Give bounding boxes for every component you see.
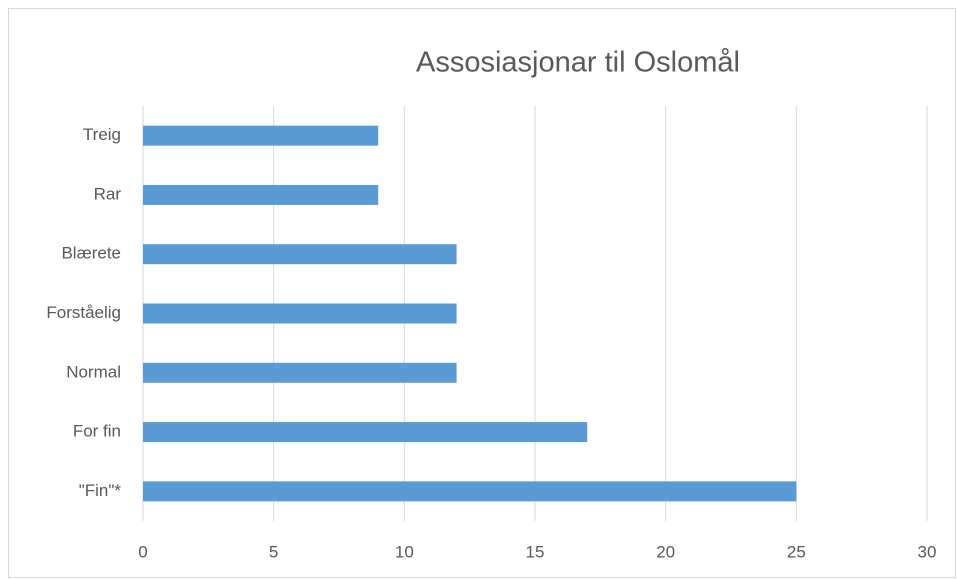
x-tick-label: 30 [918, 542, 937, 561]
bar [143, 184, 379, 205]
y-tick-label: Forståelig [46, 303, 121, 322]
y-tick-label: Treig [83, 125, 121, 144]
x-tick-label: 20 [656, 542, 675, 561]
x-tick-label: 5 [269, 542, 278, 561]
x-tick-label: 10 [395, 542, 414, 561]
y-tick-label: Blærete [61, 244, 121, 263]
x-tick-label: 15 [526, 542, 545, 561]
x-tick-label: 25 [787, 542, 806, 561]
bar [143, 303, 457, 324]
bar [143, 362, 457, 383]
bar [143, 481, 797, 502]
chart-title: Assosiasjonar til Oslomål [416, 47, 740, 79]
bar [143, 125, 379, 146]
y-tick-label: Normal [66, 362, 121, 381]
bar [143, 422, 588, 443]
bar [143, 244, 457, 265]
y-tick-label: Rar [94, 184, 122, 203]
x-tick-label: 0 [138, 542, 147, 561]
y-tick-label: For fin [73, 422, 121, 441]
y-tick-label: "Fin"* [79, 481, 122, 500]
